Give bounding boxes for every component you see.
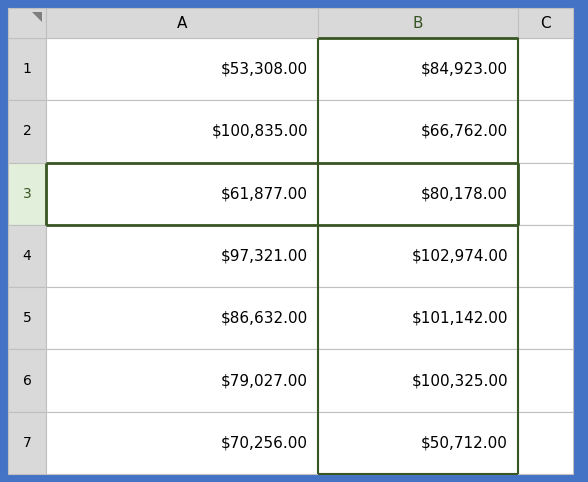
Text: $61,877.00: $61,877.00 — [221, 186, 308, 201]
Polygon shape — [32, 12, 42, 22]
Text: $84,923.00: $84,923.00 — [421, 62, 508, 77]
Text: B: B — [413, 15, 423, 30]
Bar — [318, 349, 518, 412]
Text: $101,142.00: $101,142.00 — [412, 311, 508, 326]
Bar — [518, 349, 573, 412]
Bar — [518, 412, 573, 474]
Bar — [518, 162, 573, 225]
Text: 5: 5 — [22, 311, 31, 325]
Bar — [46, 349, 318, 412]
Bar — [8, 8, 46, 38]
Bar — [8, 100, 46, 162]
Bar — [8, 162, 46, 225]
Bar — [318, 225, 518, 287]
Text: 3: 3 — [22, 187, 31, 201]
Text: $66,762.00: $66,762.00 — [421, 124, 508, 139]
Text: 2: 2 — [22, 124, 31, 138]
Text: $50,712.00: $50,712.00 — [421, 435, 508, 450]
Bar — [518, 8, 573, 38]
Bar — [46, 412, 318, 474]
Text: $100,835.00: $100,835.00 — [211, 124, 308, 139]
Text: $86,632.00: $86,632.00 — [220, 311, 308, 326]
Bar — [518, 38, 573, 100]
Bar — [518, 287, 573, 349]
Bar — [318, 100, 518, 162]
Bar — [46, 162, 318, 225]
Bar — [46, 38, 318, 100]
Text: $70,256.00: $70,256.00 — [221, 435, 308, 450]
Text: $102,974.00: $102,974.00 — [412, 249, 508, 264]
Text: $79,027.00: $79,027.00 — [221, 373, 308, 388]
Bar — [8, 38, 46, 100]
Bar — [8, 349, 46, 412]
Bar — [318, 287, 518, 349]
Text: C: C — [540, 15, 551, 30]
Bar — [8, 287, 46, 349]
Bar — [318, 162, 518, 225]
Bar — [46, 225, 318, 287]
Text: 6: 6 — [22, 374, 31, 388]
Text: $97,321.00: $97,321.00 — [221, 249, 308, 264]
Text: 4: 4 — [22, 249, 31, 263]
Bar — [318, 412, 518, 474]
Text: $80,178.00: $80,178.00 — [421, 186, 508, 201]
Bar — [8, 225, 46, 287]
Bar — [518, 100, 573, 162]
Text: 7: 7 — [22, 436, 31, 450]
Bar — [318, 38, 518, 100]
Text: $53,308.00: $53,308.00 — [221, 62, 308, 77]
Bar — [46, 8, 318, 38]
Bar — [318, 8, 518, 38]
Bar — [46, 100, 318, 162]
Bar — [46, 287, 318, 349]
Text: 1: 1 — [22, 62, 31, 76]
Text: A: A — [177, 15, 187, 30]
Bar — [8, 412, 46, 474]
Bar — [518, 225, 573, 287]
Text: $100,325.00: $100,325.00 — [412, 373, 508, 388]
